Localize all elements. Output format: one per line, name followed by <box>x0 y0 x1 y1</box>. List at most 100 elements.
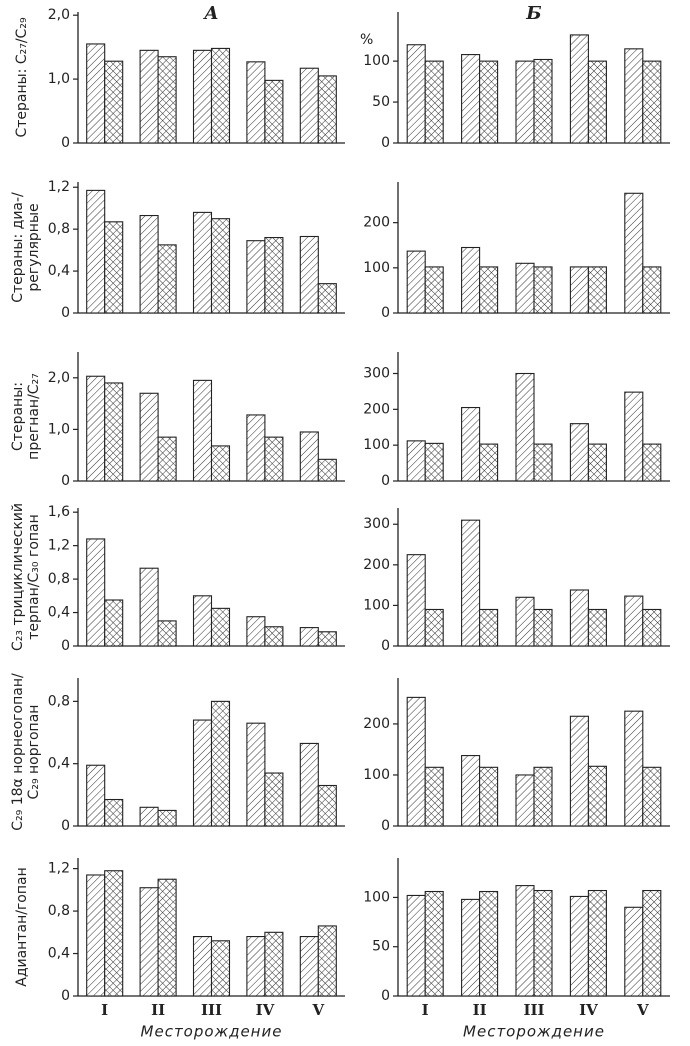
bar <box>264 79 284 144</box>
bar <box>424 442 444 482</box>
bar <box>139 214 159 314</box>
bar <box>246 61 266 144</box>
bar <box>461 519 481 647</box>
x-tick-label: IV <box>579 1001 598 1019</box>
y-tick-label: 0,8 <box>48 221 70 237</box>
column-title: А <box>202 3 219 24</box>
bar <box>587 266 607 314</box>
y-axis-label: регулярные <box>26 203 42 291</box>
bar <box>624 906 644 997</box>
bar <box>642 266 662 314</box>
bar <box>264 772 284 827</box>
bar <box>157 436 177 482</box>
bar <box>299 235 319 314</box>
bar <box>569 589 589 647</box>
bar <box>479 266 499 314</box>
bar <box>533 58 553 144</box>
bar <box>624 710 644 827</box>
bar <box>86 764 106 827</box>
bar <box>406 44 426 144</box>
bar <box>533 608 553 647</box>
y-tick-label: 100 <box>363 767 390 783</box>
bar <box>569 34 589 144</box>
x-axis-label: Месторождение <box>463 1023 605 1041</box>
y-axis-label: C₂₉ 18α норнеогопан/ <box>10 673 26 831</box>
y-tick-label: 0 <box>381 818 390 834</box>
bar <box>264 236 284 314</box>
bar <box>317 458 337 482</box>
bar <box>624 48 644 144</box>
bar <box>424 266 444 314</box>
y-tick-label: 0 <box>61 305 70 321</box>
y-tick-label: 200 <box>363 716 390 732</box>
bar <box>515 596 535 647</box>
bar <box>533 443 553 482</box>
bar <box>479 608 499 647</box>
y-axis-label: Стераны: <box>10 382 26 451</box>
bar <box>299 742 319 827</box>
bar <box>587 60 607 144</box>
bar <box>264 931 284 997</box>
bar <box>104 798 124 827</box>
bar <box>299 67 319 144</box>
x-tick-label: II <box>151 1001 165 1019</box>
y-tick-label: 0 <box>61 473 70 489</box>
bar <box>461 898 481 997</box>
x-tick-label: V <box>311 1001 324 1019</box>
bar <box>624 595 644 647</box>
bar <box>515 885 535 997</box>
bar <box>104 60 124 144</box>
x-tick-label: III <box>523 1001 544 1019</box>
x-tick-label: I <box>422 1001 429 1019</box>
bar <box>317 75 337 144</box>
y-tick-label: 0 <box>61 135 70 151</box>
bar <box>406 894 426 997</box>
bar <box>139 806 159 827</box>
bar <box>299 627 319 647</box>
bar <box>317 925 337 997</box>
bar <box>246 936 266 997</box>
bar <box>624 391 644 482</box>
bar <box>192 719 213 827</box>
bar <box>192 49 213 144</box>
bar <box>569 715 589 827</box>
bar <box>533 766 553 827</box>
bar <box>569 423 589 482</box>
y-tick-label: 100 <box>363 889 390 905</box>
bar <box>587 765 607 827</box>
y-tick-label: 0 <box>61 638 70 654</box>
y-tick-label: 1,2 <box>48 179 70 195</box>
bar <box>461 54 481 144</box>
x-tick-label: II <box>473 1001 487 1019</box>
y-unit: % <box>360 32 373 48</box>
bar <box>86 375 106 482</box>
y-tick-label: 0,4 <box>48 946 70 962</box>
bar <box>299 431 319 482</box>
bar <box>587 889 607 997</box>
bar <box>86 43 106 144</box>
bar <box>461 246 481 314</box>
x-tick-label: V <box>636 1001 649 1019</box>
y-tick-label: 200 <box>363 215 390 231</box>
y-tick-label: 0 <box>381 638 390 654</box>
bar <box>533 889 553 997</box>
bar <box>406 696 426 827</box>
bar <box>86 189 106 314</box>
bar <box>642 608 662 647</box>
bar <box>424 60 444 144</box>
bar <box>264 626 284 647</box>
bar <box>210 607 231 647</box>
bar <box>86 538 106 647</box>
bar <box>157 620 177 647</box>
y-tick-label: 1,6 <box>48 504 70 520</box>
bar <box>139 49 159 144</box>
y-tick-label: 0,8 <box>48 693 70 709</box>
bar <box>192 595 213 647</box>
y-tick-label: 100 <box>363 260 390 276</box>
bar <box>642 766 662 827</box>
bar <box>624 192 644 314</box>
bar <box>104 599 124 647</box>
bar <box>317 784 337 827</box>
